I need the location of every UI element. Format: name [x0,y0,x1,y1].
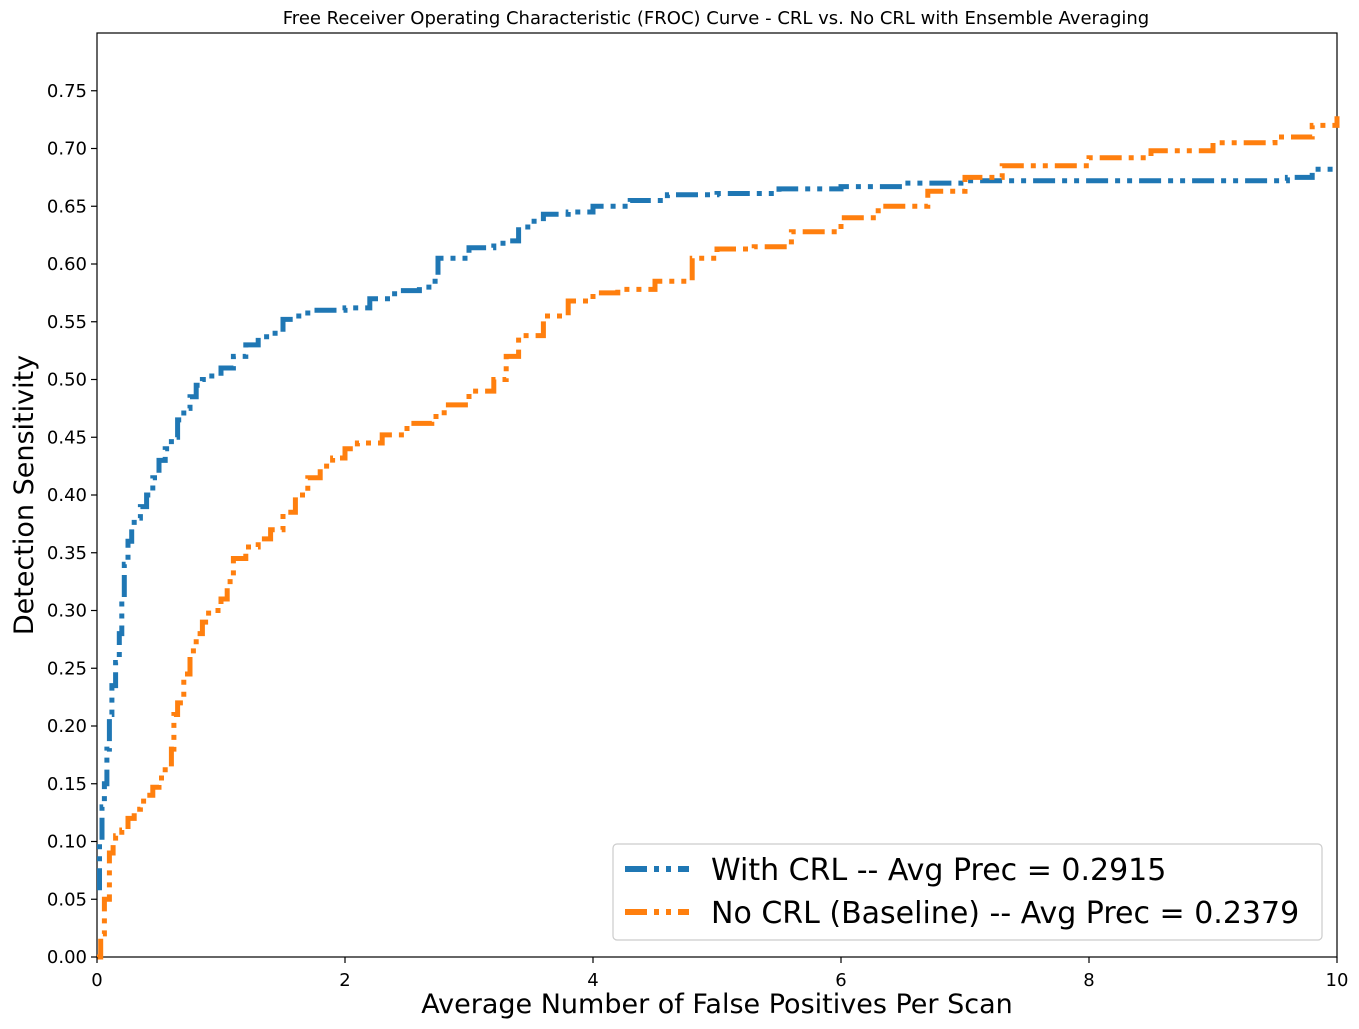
y-tick-label: 0.45 [47,427,87,448]
series-line-with-crl [97,166,1340,891]
x-tick-label: 8 [1083,970,1094,991]
chart-title: Free Receiver Operating Characteristic (… [283,8,1149,29]
plot-frame [96,32,1338,958]
legend-label-no-crl: No CRL (Baseline) -- Avg Prec = 0.2379 [711,896,1299,931]
series-line-no-crl [97,116,1340,960]
y-tick-label: 0.10 [47,832,87,853]
y-tick-label: 0.55 [47,312,87,333]
y-tick-label: 0.75 [47,81,87,102]
plot-area [96,32,1340,960]
y-tick-label: 0.25 [47,658,87,679]
y-tick-label: 0.05 [47,889,87,910]
x-tick-label: 4 [587,970,598,991]
legend-label-with-crl: With CRL -- Avg Prec = 0.2915 [711,853,1166,888]
x-axis: 0 2 4 6 8 10 [91,957,1348,991]
y-tick-label: 0.70 [47,139,87,160]
series-layer [97,116,1340,960]
y-tick-label: 0.00 [47,947,87,968]
y-tick-label: 0.30 [47,601,87,622]
y-axis-label: Detection Sensitivity [9,355,40,635]
y-tick-label: 0.65 [47,196,87,217]
x-tick-label: 0 [91,970,102,991]
y-tick-label: 0.40 [47,485,87,506]
y-tick-label: 0.60 [47,254,87,275]
y-axis: 0.00 0.05 0.10 0.15 0.20 0.25 0.30 0.35 0.40 0.45… [47,81,97,968]
y-tick-label: 0.50 [47,370,87,391]
x-tick-label: 10 [1326,970,1349,991]
y-tick-label: 0.20 [47,716,87,737]
legend: With CRL -- Avg Prec = 0.2915 No CRL (Ba… [612,843,1323,941]
x-tick-label: 6 [835,970,846,991]
x-axis-label: Average Number of False Positives Per Sc… [421,989,1012,1020]
x-tick-label: 2 [339,970,350,991]
y-tick-label: 0.15 [47,774,87,795]
y-tick-label: 0.35 [47,543,87,564]
legend-box [612,843,1323,941]
